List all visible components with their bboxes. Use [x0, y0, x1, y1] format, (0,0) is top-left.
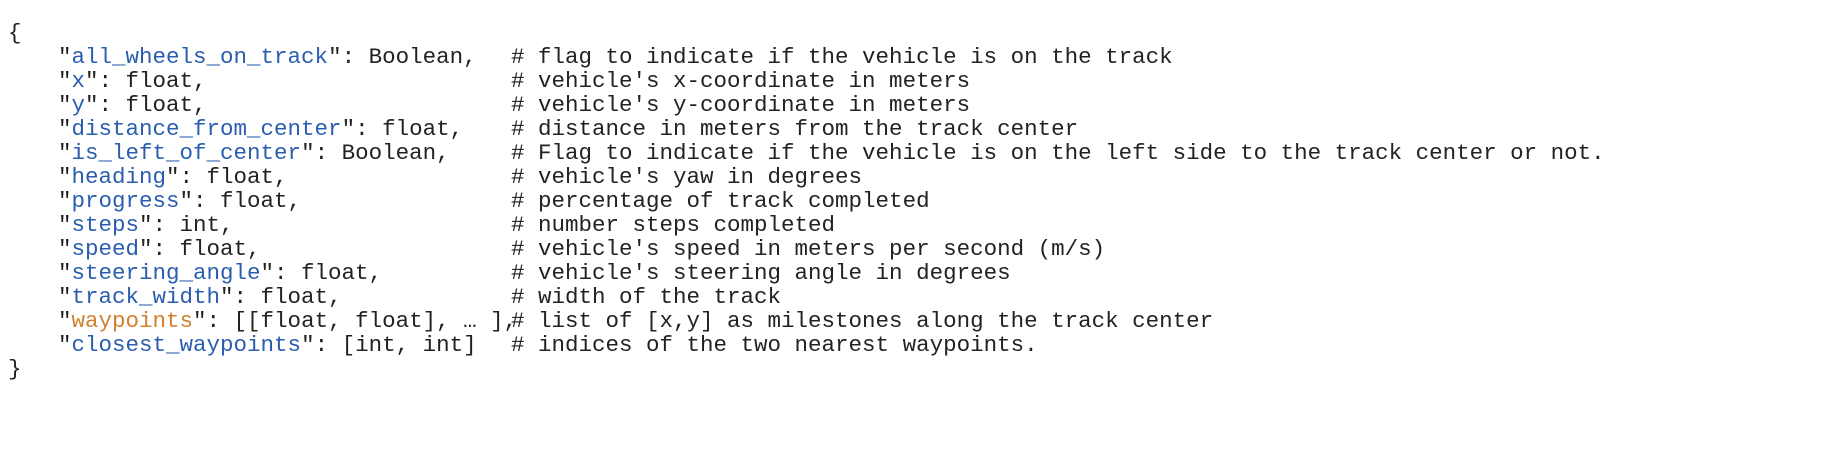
code-token: ": Boolean,: [301, 140, 450, 166]
code-comment: # vehicle's yaw in degrees: [511, 164, 863, 190]
code-token: ": float,: [341, 116, 464, 142]
key-name: distance_from_center: [71, 116, 342, 142]
open-brace: {: [8, 20, 22, 46]
code-line: "heading": float,: [58, 165, 288, 189]
code-token: ": [58, 44, 72, 70]
code-token: ": float,: [85, 68, 207, 94]
code-comment: # distance in meters from the track cent…: [511, 116, 1079, 142]
key-name: closest_waypoints: [71, 332, 302, 358]
code-comment: # percentage of track completed: [511, 188, 930, 214]
key-name: x: [71, 68, 86, 94]
code-token: ": [58, 332, 72, 358]
code-token: ": float,: [139, 236, 261, 262]
code-line: "speed": float,: [58, 237, 261, 261]
key-name: y: [71, 92, 86, 118]
key-name: heading: [71, 164, 167, 190]
code-token: ": [[float, float], … ],: [193, 308, 518, 334]
code-token: ": [int, int]: [301, 332, 477, 358]
code-line: "all_wheels_on_track": Boolean,: [58, 45, 477, 69]
code-token: ": int,: [139, 212, 234, 238]
code-line: "x": float,: [58, 69, 207, 93]
code-token: ": float,: [179, 188, 302, 214]
code-token: ": [58, 116, 72, 142]
code-line: "steering_angle": float,: [58, 261, 382, 285]
key-name: progress: [71, 188, 180, 214]
code-comment: # list of [x,y] as milestones along the …: [511, 308, 1214, 334]
code-comment: # vehicle's speed in meters per second (…: [511, 236, 1106, 262]
code-comment: # indices of the two nearest waypoints.: [511, 332, 1038, 358]
code-line: "steps": int,: [58, 213, 234, 237]
code-token: ": [58, 68, 72, 94]
key-name: steering_angle: [71, 260, 261, 286]
code-token: ": [58, 92, 72, 118]
code-token: ": [58, 164, 72, 190]
code-token: ": float,: [260, 260, 383, 286]
code-line: "closest_waypoints": [int, int]: [58, 333, 477, 357]
code-token: ": [58, 140, 72, 166]
code-token: ": Boolean,: [328, 44, 477, 70]
code-token: ": [58, 308, 72, 334]
close-brace: }: [8, 356, 22, 382]
code-comment: # flag to indicate if the vehicle is on …: [511, 44, 1173, 70]
code-line: "waypoints": [[float, float], … ],: [58, 309, 517, 333]
code-comment: # vehicle's y-coordinate in meters: [511, 92, 971, 118]
key-name: is_left_of_center: [71, 140, 302, 166]
code-token: ": [58, 260, 72, 286]
code-line: "y": float,: [58, 93, 207, 117]
code-token: ": [58, 188, 72, 214]
key-name: steps: [71, 212, 140, 238]
code-line: "is_left_of_center": Boolean,: [58, 141, 450, 165]
key-name: all_wheels_on_track: [71, 44, 329, 70]
code-line: "distance_from_center": float,: [58, 117, 463, 141]
code-token: ": float,: [220, 284, 342, 310]
code-token: ": float,: [166, 164, 288, 190]
key-name: waypoints: [71, 308, 194, 334]
code-line: "progress": float,: [58, 189, 301, 213]
key-name: speed: [71, 236, 140, 262]
code-comment: # number steps completed: [511, 212, 836, 238]
key-name: track_width: [71, 284, 221, 310]
code-comment: # vehicle's x-coordinate in meters: [511, 68, 971, 94]
code-line: "track_width": float,: [58, 285, 342, 309]
code-comment: # Flag to indicate if the vehicle is on …: [511, 140, 1605, 166]
code-token: ": float,: [85, 92, 207, 118]
code-comment: # vehicle's steering angle in degrees: [511, 260, 1011, 286]
code-token: ": [58, 212, 72, 238]
code-token: ": [58, 284, 72, 310]
code-comment: # width of the track: [511, 284, 782, 310]
code-token: ": [58, 236, 72, 262]
